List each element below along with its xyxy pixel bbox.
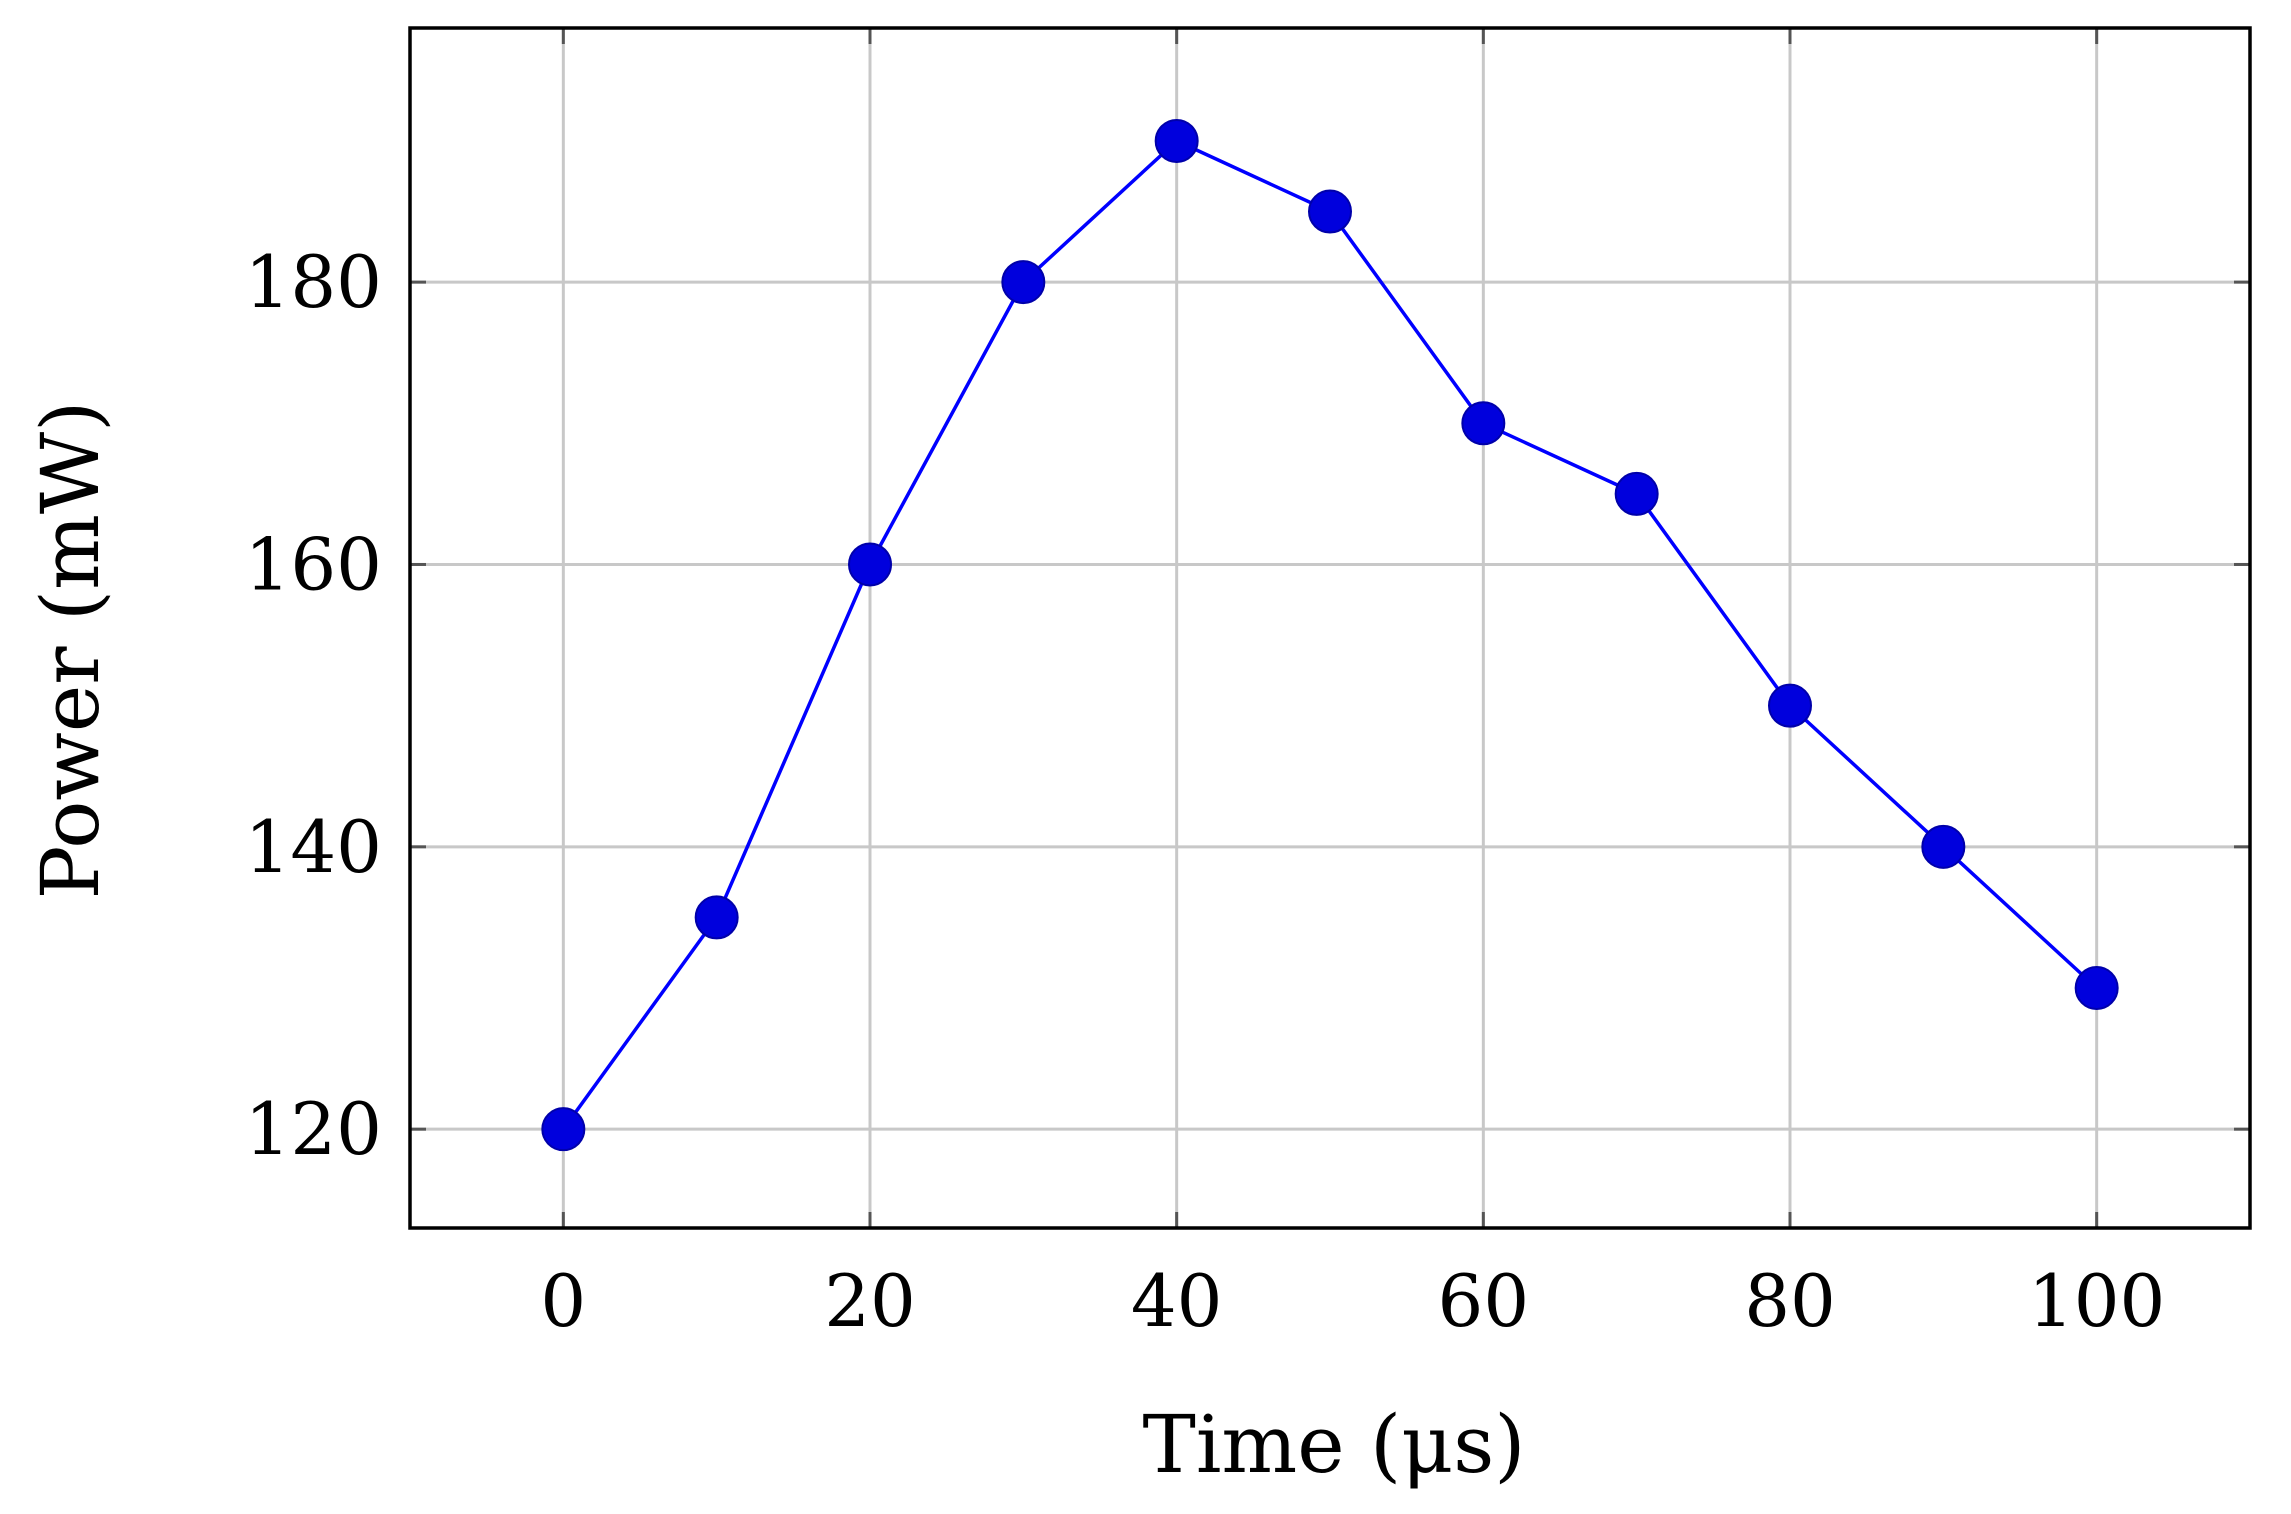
x-tick-label: 80 [1744,1259,1836,1343]
y-tick-label: 120 [245,1087,382,1171]
data-point-marker [1154,118,1199,163]
data-point-marker [1001,260,1046,305]
data-point-marker [1614,471,1659,516]
y-tick-label: 160 [245,522,382,606]
data-point-marker [1461,401,1506,446]
data-point-marker [1921,824,1966,869]
data-point-marker [1768,683,1812,728]
tick-marks [410,28,2250,1228]
y-tick-label: 140 [245,805,382,889]
x-axis-tick-labels: 0 20 40 60 80 100 [540,1259,2165,1343]
x-tick-label: 20 [824,1259,916,1343]
plot-area-frame [408,26,2252,1230]
data-point-marker [541,1107,586,1152]
series-line [561,139,2098,1131]
x-tick-label: 40 [1131,1259,1223,1343]
data-point-marker [848,542,892,587]
y-axis-tick-labels: 120 140 160 180 [245,240,382,1171]
x-tick-label: 0 [540,1259,586,1343]
grid-lines [410,28,2250,1228]
x-tick-label: 60 [1438,1259,1530,1343]
series-line-and-markers [541,118,2119,1152]
x-axis-title: Time (μs) [1142,1398,1525,1491]
data-point-marker [1308,189,1352,234]
data-point-marker [2074,966,2119,1010]
data-point-marker [694,895,739,940]
x-tick-label: 100 [2028,1259,2165,1343]
y-tick-label: 180 [245,240,382,324]
y-axis-title: Power (mW) [24,401,117,900]
